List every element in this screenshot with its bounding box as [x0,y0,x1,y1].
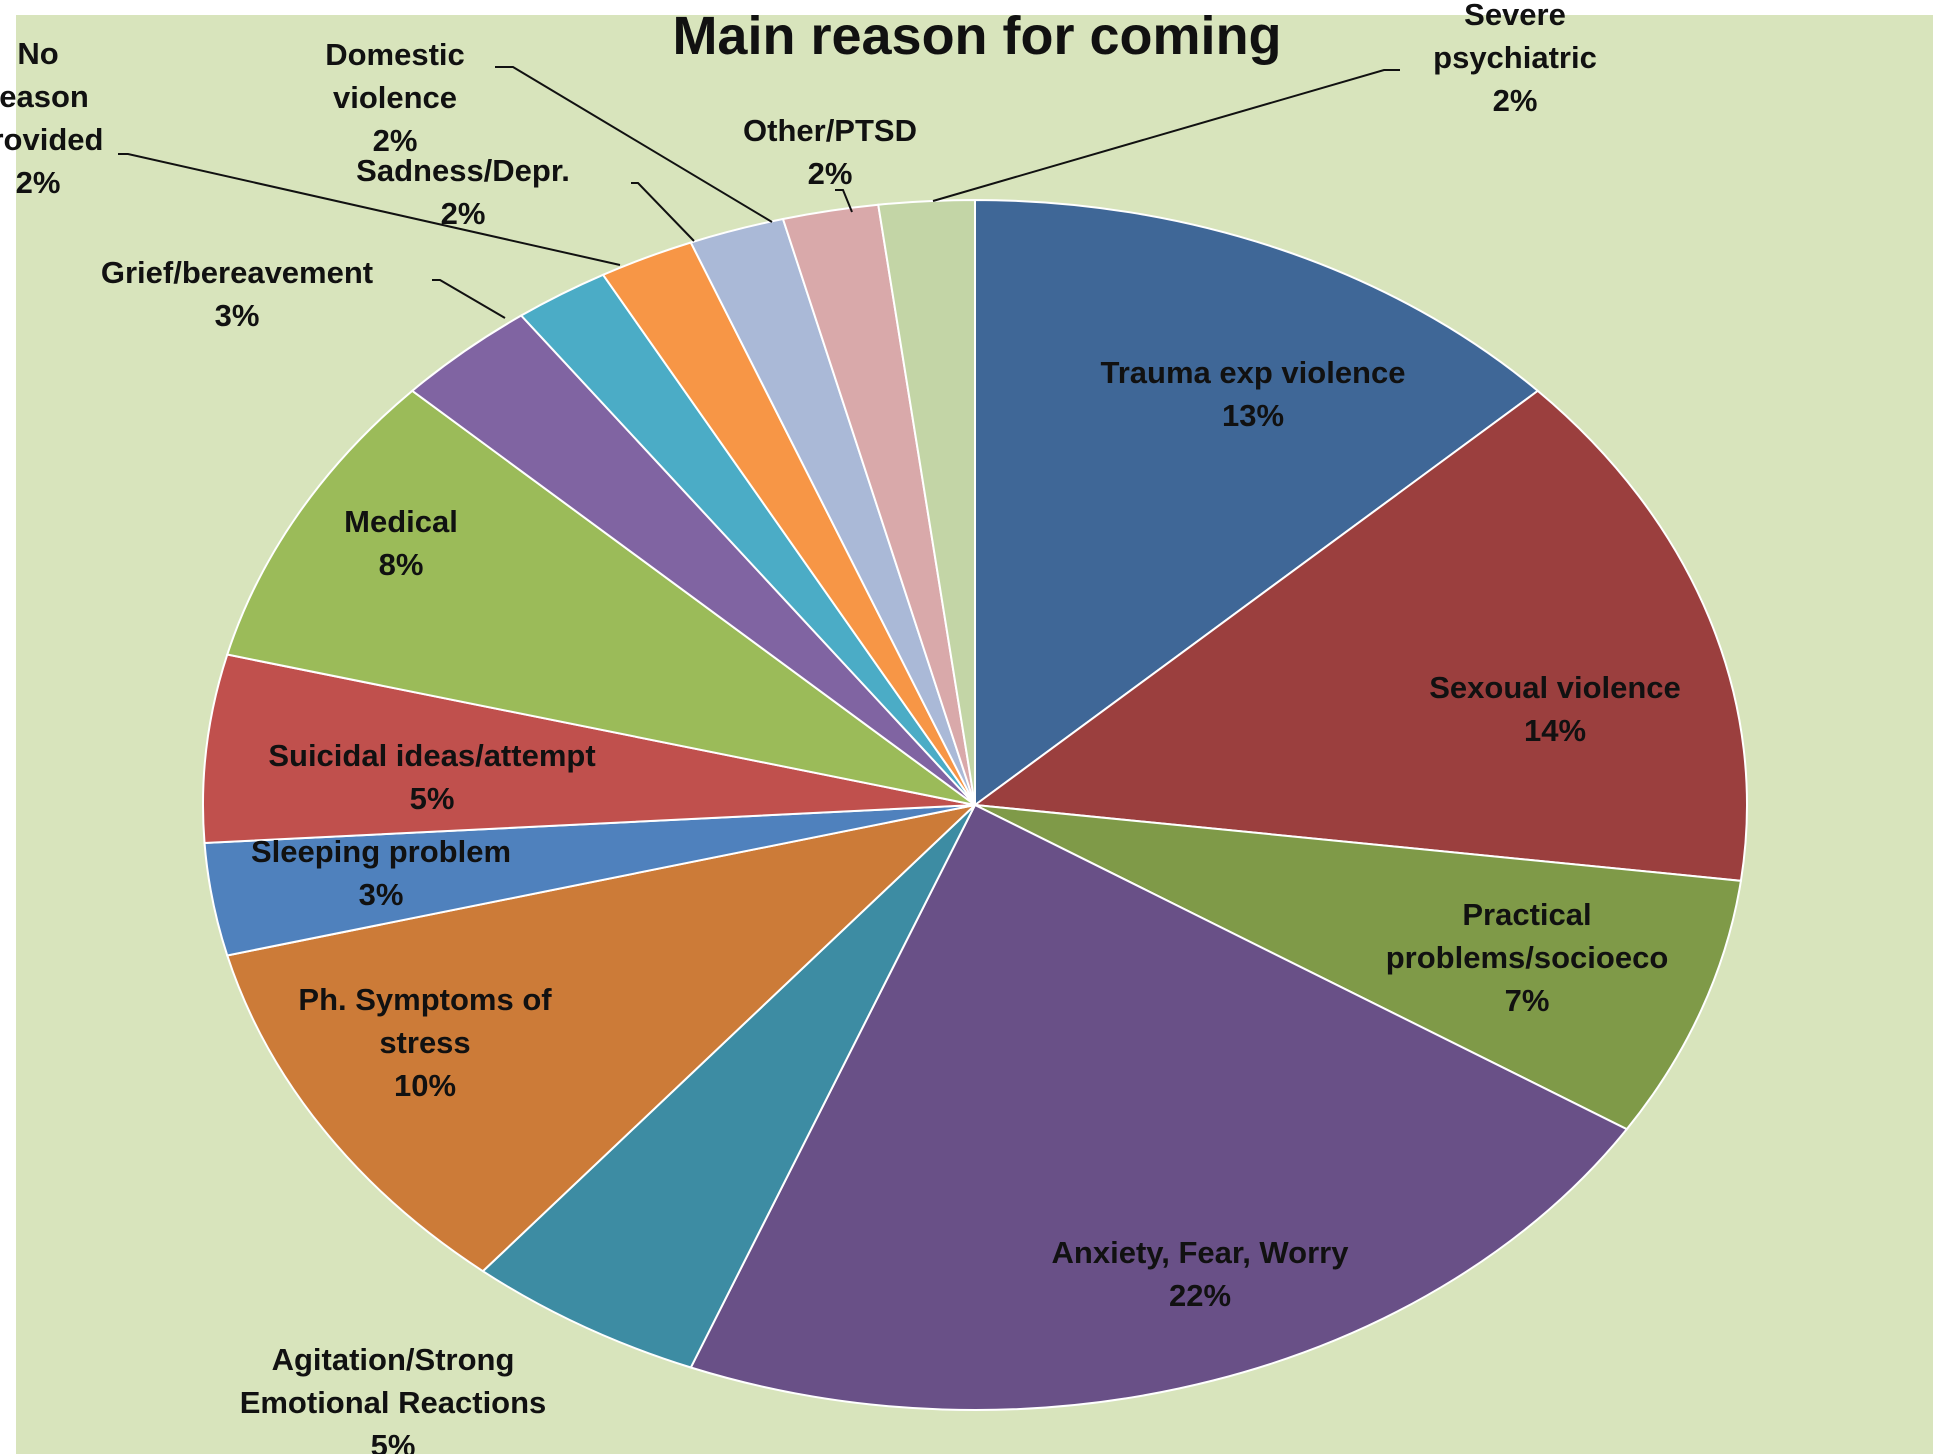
slice-label-line: stress [379,1025,470,1060]
slice-label: No reason provided 2% [0,36,103,200]
slices-layer [202,198,1748,1411]
slice-label: Agitation/Strong Emotional Reactions 5% [240,1342,547,1454]
slice-percent: 2% [441,196,486,231]
pie-slice [225,389,976,806]
slice-percent: 7% [1505,983,1550,1018]
pie-slice [225,803,979,1273]
slice-percent: 5% [410,781,455,816]
slice-percent: 22% [1169,1278,1231,1313]
leader-line [432,279,506,319]
pie-slice [689,803,1629,1411]
slice-label-line: Sleeping problem [251,834,511,869]
slice-label-line: reason [0,79,89,114]
slice-label-line: Ph. Symptoms of [298,982,552,1017]
pie-slice [974,804,1743,1131]
slice-label-line: problems/socioeco [1386,940,1669,975]
slice-label-line: No [17,36,58,71]
slice-label-line: violence [333,80,457,115]
pie-slice [202,653,976,845]
slice-label: Other/PTSD 2% [743,113,917,191]
slice-percent: 2% [373,123,418,158]
slice-label: Sadness/Depr. 2% [356,153,570,231]
slice-label: Sexoual violence 14% [1429,670,1681,748]
labels-layer: Trauma exp violence 13% Sexoual violence 14… [0,0,1681,1454]
slice-label: Trauma exp violence 13% [1101,355,1406,433]
slice-percent: 2% [16,165,61,200]
slice-label: Suicidal ideas/attempt 5% [268,738,595,816]
slice-label: Sleeping problem 3% [251,834,511,912]
slice-label-line: Trauma exp violence [1101,355,1406,390]
slice-label: Practical problems/socioeco 7% [1386,897,1669,1018]
slice-label-line: Emotional Reactions [240,1385,547,1420]
slice-percent: 3% [359,877,404,912]
slice-label-line: Suicidal ideas/attempt [268,738,595,773]
pie-slice [481,804,976,1369]
slice-percent: 3% [215,298,260,333]
pie-slice [972,389,1748,882]
slice-label-line: Practical [1462,897,1591,932]
slice-percent: 14% [1524,713,1586,748]
slice-label-line: Sadness/Depr. [356,153,570,188]
slice-label: Severe psychiatric 2% [1433,0,1597,118]
leader-line [118,153,621,266]
slice-label-line: psychiatric [1433,40,1597,75]
slice-percent: 13% [1222,398,1284,433]
slice-label: Ph. Symptoms of stress 10% [298,982,552,1103]
slice-label: Domestic violence 2% [325,37,465,158]
slice-label-line: Anxiety, Fear, Worry [1052,1235,1350,1270]
slice-label-line: Domestic [325,37,465,72]
slice-label: Medical 8% [344,504,458,582]
slice-label-line: Other/PTSD [743,113,917,148]
slice-percent: 5% [371,1428,416,1454]
slice-label-line: Medical [344,504,458,539]
slice-label: Anxiety, Fear, Worry 22% [1052,1235,1350,1313]
slice-label-line: Sexoual violence [1429,670,1681,705]
slice-percent: 8% [379,547,424,582]
pie-slice [974,198,1540,807]
slice-percent: 2% [808,156,853,191]
slice-percent: 2% [1493,83,1538,118]
slice-label-line: Severe [1464,0,1566,32]
chart-title: Main reason for coming [672,6,1281,66]
leader-line [495,66,773,223]
slice-label-line: Agitation/Strong [272,1342,515,1377]
slice-percent: 10% [394,1068,456,1103]
slice-label: Grief/bereavement 3% [101,255,373,333]
leader-line [631,182,695,242]
leader-lines-layer [118,66,1400,319]
slice-label-line: provided [0,122,103,157]
pie-slice [877,198,976,806]
leader-line [835,189,853,213]
leader-line [932,69,1400,202]
slice-label-line: Grief/bereavement [101,255,373,290]
